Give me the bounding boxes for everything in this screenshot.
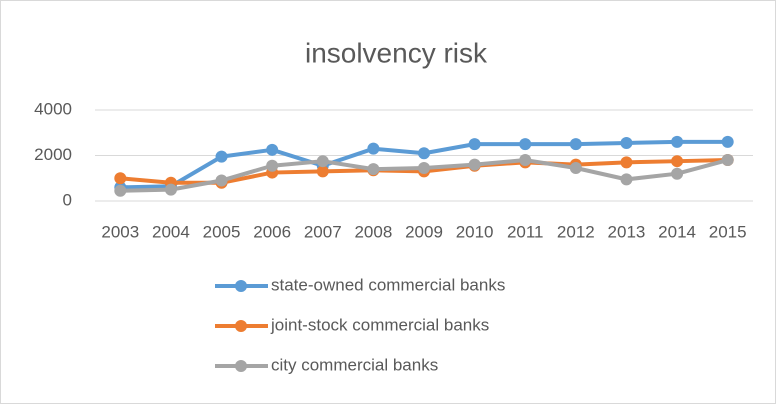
data-point bbox=[367, 142, 380, 155]
data-point bbox=[519, 138, 532, 151]
x-tick-label: 2008 bbox=[354, 222, 392, 241]
data-point bbox=[367, 163, 380, 176]
y-tick-label: 2000 bbox=[34, 145, 72, 164]
data-point bbox=[215, 174, 228, 187]
x-tick-label: 2011 bbox=[507, 222, 544, 241]
data-point bbox=[671, 167, 684, 180]
x-tick-label: 2010 bbox=[456, 222, 494, 241]
data-point bbox=[569, 138, 582, 151]
data-point bbox=[114, 172, 127, 185]
x-tick-label: 2013 bbox=[608, 222, 646, 241]
data-point bbox=[164, 183, 177, 196]
x-tick-label: 2014 bbox=[658, 222, 696, 241]
legend-label: joint-stock commercial banks bbox=[270, 315, 489, 334]
x-tick-label: 2012 bbox=[557, 222, 595, 241]
x-tick-label: 2009 bbox=[405, 222, 443, 241]
y-tick-label: 0 bbox=[63, 190, 72, 209]
data-point bbox=[620, 136, 633, 149]
data-point bbox=[468, 158, 481, 171]
x-tick-label: 2004 bbox=[152, 222, 190, 241]
data-point bbox=[316, 155, 329, 168]
x-tick-label: 2015 bbox=[709, 222, 747, 241]
data-point bbox=[620, 173, 633, 186]
chart-title: insolvency risk bbox=[305, 37, 488, 68]
data-point bbox=[671, 155, 684, 168]
data-point bbox=[721, 154, 734, 167]
data-point bbox=[721, 135, 734, 148]
data-point bbox=[215, 150, 228, 163]
data-point bbox=[266, 159, 279, 172]
x-tick-label: 2005 bbox=[203, 222, 241, 241]
legend-label: state-owned commercial banks bbox=[271, 275, 505, 294]
data-point bbox=[671, 135, 684, 148]
data-point bbox=[316, 165, 329, 178]
x-tick-label: 2003 bbox=[101, 222, 139, 241]
y-tick-label: 4000 bbox=[34, 99, 72, 118]
x-tick-label: 2006 bbox=[253, 222, 291, 241]
data-point bbox=[519, 154, 532, 167]
data-point bbox=[266, 143, 279, 156]
data-point bbox=[468, 138, 481, 151]
legend-marker bbox=[235, 320, 247, 332]
x-tick-label: 2007 bbox=[304, 222, 342, 241]
data-point bbox=[569, 162, 582, 175]
data-point bbox=[418, 162, 430, 175]
legend-marker bbox=[235, 280, 247, 292]
legend-marker bbox=[235, 360, 247, 372]
data-point bbox=[418, 147, 430, 160]
data-point bbox=[114, 184, 127, 197]
data-point bbox=[620, 156, 633, 169]
legend-label: city commercial banks bbox=[271, 355, 438, 374]
